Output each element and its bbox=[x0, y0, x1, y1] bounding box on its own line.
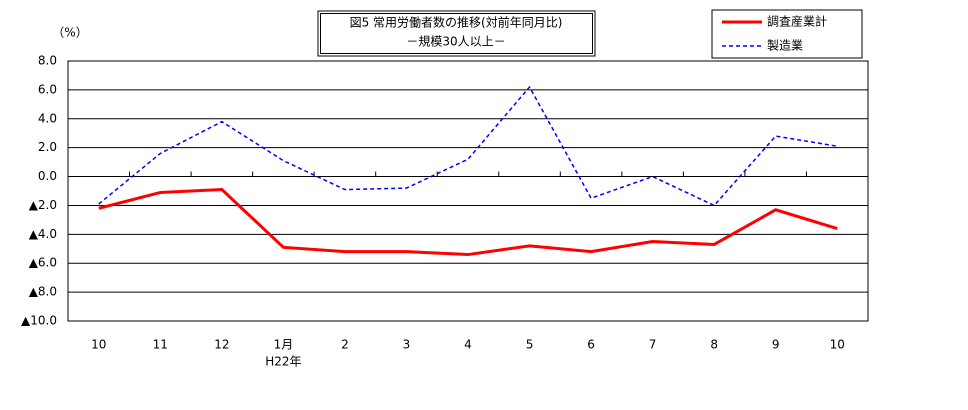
y-tick-label: 8.0 bbox=[38, 54, 57, 68]
y-tick-label: ▲10.0 bbox=[21, 314, 57, 328]
x-tick-label: 10 bbox=[830, 338, 845, 352]
legend-label: 調査産業計 bbox=[767, 14, 827, 29]
series-line bbox=[98, 188, 838, 257]
title-frame bbox=[317, 10, 596, 57]
y-tick-label: 4.0 bbox=[38, 111, 57, 125]
x-tick-label: 7 bbox=[649, 338, 657, 352]
y-tick-label: 6.0 bbox=[38, 82, 57, 96]
x-tick-label: 5 bbox=[526, 338, 534, 352]
x-tick-label: 3 bbox=[403, 338, 411, 352]
x-tick-label: 11 bbox=[153, 338, 168, 352]
x-tick-label: 9 bbox=[772, 338, 780, 352]
y-tick-label: ▲8.0 bbox=[29, 285, 57, 299]
y-tick-label: ▲6.0 bbox=[29, 256, 57, 270]
x-tick-label: 12 bbox=[214, 338, 229, 352]
y-unit: （%） bbox=[52, 26, 87, 40]
y-tick-label: 2.0 bbox=[38, 140, 57, 154]
x-tick-label: 4 bbox=[464, 338, 472, 352]
x-tick-label: 10 bbox=[91, 338, 106, 352]
chart-title: 図5 常用労働者数の推移(対前年同月比) bbox=[350, 15, 563, 30]
legend-label: 製造業 bbox=[767, 39, 803, 53]
x-tick-label: 6 bbox=[587, 338, 595, 352]
x-tick-label: 8 bbox=[710, 338, 718, 352]
y-tick-label: 0.0 bbox=[38, 169, 57, 183]
x-tick-label: 2 bbox=[341, 338, 349, 352]
x-sub-label: H22年 bbox=[265, 355, 301, 369]
legend-frame bbox=[711, 9, 863, 59]
x-tick-label: 1月 bbox=[274, 338, 294, 352]
y-tick-label: ▲2.0 bbox=[29, 198, 57, 212]
title-frame-inner bbox=[320, 13, 593, 54]
chart-subtitle: －規模30人以上－ bbox=[406, 34, 505, 49]
series-line bbox=[98, 85, 838, 207]
y-tick-label: ▲4.0 bbox=[29, 227, 57, 241]
